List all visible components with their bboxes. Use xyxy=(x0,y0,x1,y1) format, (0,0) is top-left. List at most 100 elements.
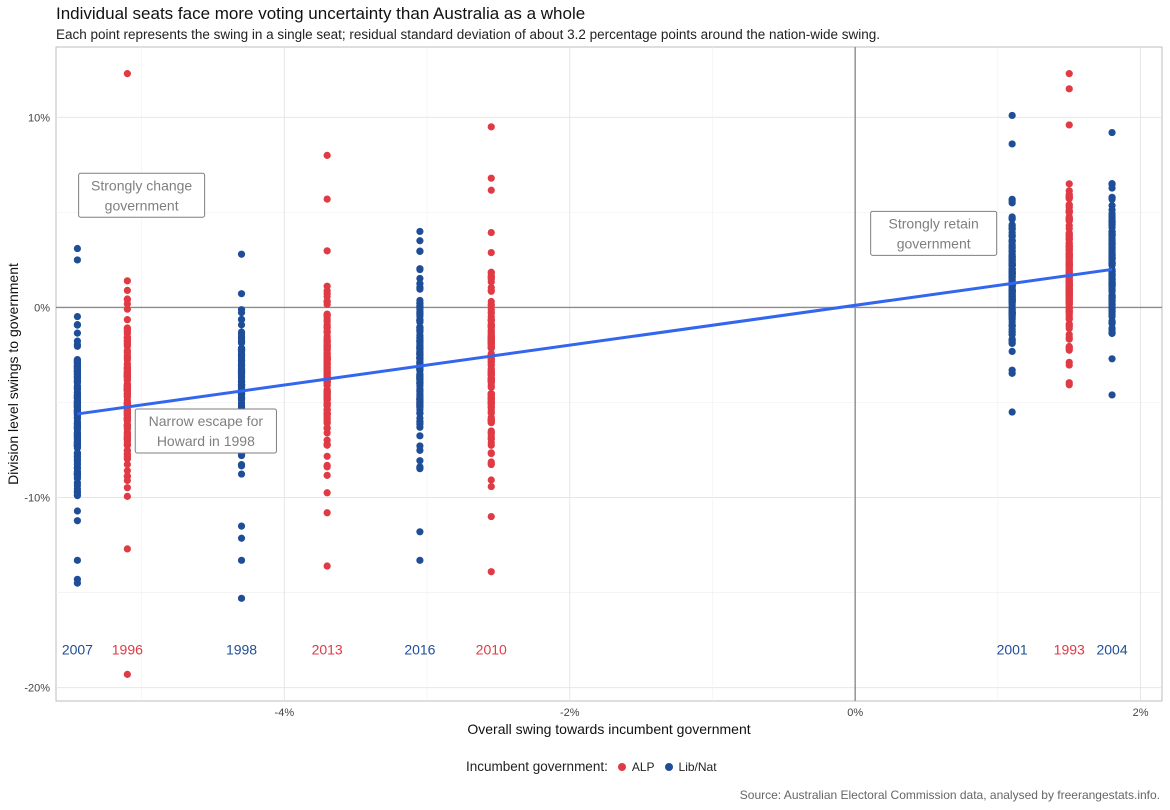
data-point xyxy=(73,444,82,452)
data-point xyxy=(73,365,82,373)
data-point xyxy=(237,339,246,347)
data-point xyxy=(1108,232,1116,240)
data-point xyxy=(323,298,331,306)
data-point xyxy=(323,441,331,449)
data-point xyxy=(237,594,246,602)
annotation-box xyxy=(78,172,206,218)
data-point xyxy=(416,420,424,428)
y-axis-title: Division level swings to government xyxy=(5,263,21,485)
data-point xyxy=(73,507,82,515)
data-point xyxy=(487,337,495,346)
data-point xyxy=(323,369,331,377)
data-point xyxy=(416,280,424,288)
year-label-1996: 1996 xyxy=(112,642,143,658)
data-point xyxy=(1008,310,1016,319)
data-point xyxy=(416,296,424,305)
year-label-2001: 2001 xyxy=(997,642,1028,658)
data-point xyxy=(416,457,424,465)
data-point xyxy=(416,325,424,333)
annotation-text: Strongly change xyxy=(91,177,192,193)
annotation-text: Narrow escape for xyxy=(149,413,264,429)
data-point xyxy=(323,324,331,332)
year-label-1998: 1998 xyxy=(226,642,257,658)
data-point xyxy=(1065,381,1073,389)
data-point xyxy=(1065,191,1073,199)
data-point xyxy=(487,398,495,406)
data-point xyxy=(237,321,246,329)
data-point xyxy=(416,465,424,473)
y-tick-label: -20% xyxy=(24,683,50,695)
data-point xyxy=(237,328,246,336)
legend-item-libnat: Lib/Nat xyxy=(664,760,717,774)
data-point xyxy=(73,393,82,402)
data-point xyxy=(73,321,82,329)
data-point xyxy=(416,247,424,255)
data-point xyxy=(1008,265,1016,273)
y-tick-label: 10% xyxy=(28,112,50,124)
data-point xyxy=(1108,329,1116,337)
data-point xyxy=(1065,252,1073,260)
data-point xyxy=(1108,317,1116,326)
data-point xyxy=(416,274,424,283)
data-point xyxy=(1108,195,1116,203)
data-point xyxy=(416,395,424,403)
data-point xyxy=(1065,85,1073,93)
data-point xyxy=(123,305,131,313)
data-point xyxy=(1008,140,1016,148)
year-label-2004: 2004 xyxy=(1096,642,1127,658)
data-point xyxy=(416,379,424,387)
data-point xyxy=(123,324,131,332)
data-point xyxy=(323,419,331,427)
data-point xyxy=(487,383,495,391)
data-point xyxy=(1065,207,1073,216)
chart-title: Individual seats face more voting uncert… xyxy=(56,4,586,23)
data-point xyxy=(123,430,131,439)
year-label-2007: 2007 xyxy=(62,642,93,658)
data-point xyxy=(416,432,424,440)
year-label-1993: 1993 xyxy=(1054,642,1085,658)
x-tick-label: 2% xyxy=(1133,707,1149,719)
data-point xyxy=(1065,229,1073,237)
data-point xyxy=(323,338,331,346)
data-point xyxy=(237,290,246,298)
data-point xyxy=(73,492,82,500)
election-2001-points xyxy=(1008,111,1016,416)
annotation-2: Narrow escape for Howard in 1998 xyxy=(134,408,277,454)
data-point xyxy=(123,467,131,475)
data-point xyxy=(416,442,424,450)
data-point xyxy=(73,378,82,387)
data-point xyxy=(123,70,131,78)
data-point xyxy=(73,474,82,482)
data-points xyxy=(73,70,1116,678)
data-point xyxy=(416,528,424,536)
data-point xyxy=(487,449,495,457)
data-point xyxy=(1008,225,1016,233)
data-point xyxy=(1065,214,1073,222)
data-point xyxy=(323,461,331,469)
data-point xyxy=(123,348,131,356)
annotation-text: Howard in 1998 xyxy=(157,433,255,449)
data-point xyxy=(1108,184,1116,192)
data-point xyxy=(1065,343,1073,351)
data-point xyxy=(123,376,131,384)
data-point xyxy=(487,406,495,414)
data-point xyxy=(487,512,495,521)
data-point xyxy=(237,534,246,542)
legend-key-alp xyxy=(617,762,626,771)
data-point xyxy=(323,195,331,203)
data-point xyxy=(237,352,246,360)
data-point xyxy=(123,295,131,303)
data-point xyxy=(487,317,495,325)
year-label-2013: 2013 xyxy=(312,642,343,658)
data-point xyxy=(1008,287,1016,295)
election-1993-points xyxy=(1065,70,1073,389)
data-point xyxy=(237,394,246,402)
data-point xyxy=(416,400,424,409)
data-point xyxy=(487,427,495,435)
annotation-text: Strongly retain xyxy=(889,215,979,231)
data-point xyxy=(323,311,331,319)
data-point xyxy=(73,556,82,564)
data-point xyxy=(1008,111,1016,120)
annotation-1: Strongly change government xyxy=(78,172,206,218)
data-point xyxy=(73,384,82,392)
